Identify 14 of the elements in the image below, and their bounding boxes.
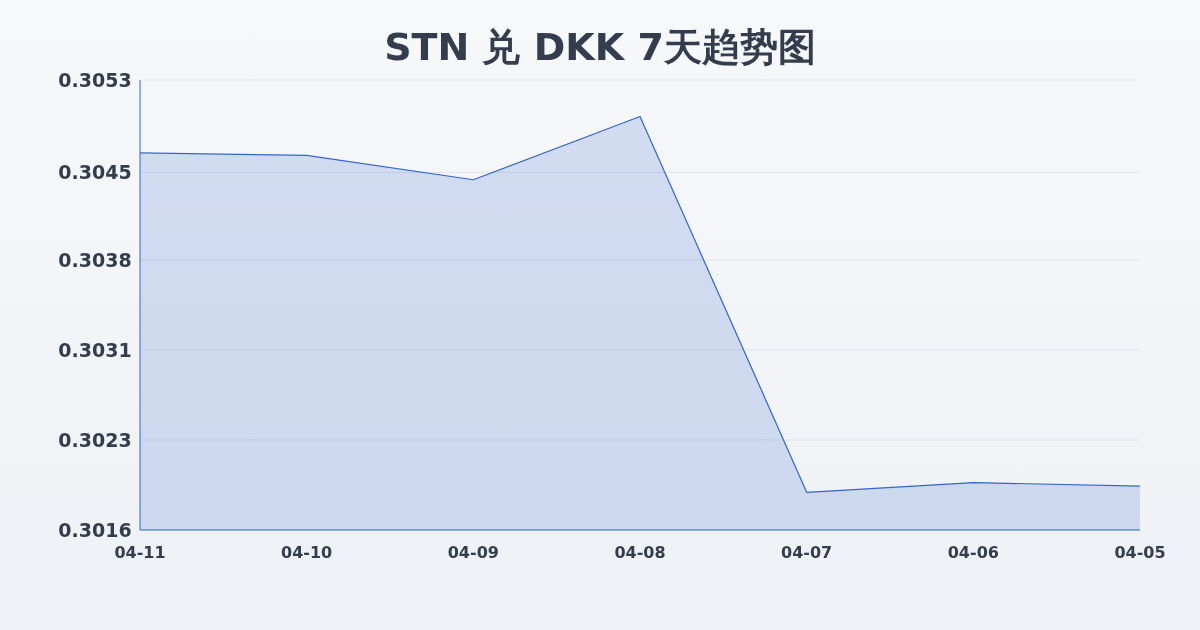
x-tick-label: 04-06 — [947, 543, 999, 562]
x-tick-label: 04-08 — [614, 543, 666, 562]
y-tick-label: 0.3016 — [58, 519, 132, 541]
chart-title: STN 兑 DKK 7天趋势图 — [384, 25, 816, 69]
y-tick-label: 0.3045 — [58, 161, 132, 184]
x-tick-label: 04-11 — [114, 543, 166, 562]
y-tick-label: 0.3038 — [58, 249, 132, 271]
x-tick-label: 04-07 — [781, 543, 833, 562]
x-tick-label: 04-05 — [1114, 543, 1166, 562]
y-tick-label: 0.3053 — [58, 69, 132, 91]
y-tick-label: 0.3031 — [58, 339, 132, 361]
y-tick-label: 0.3023 — [58, 429, 132, 451]
x-tick-label: 04-10 — [281, 543, 333, 562]
x-tick-label: 04-09 — [447, 543, 499, 562]
